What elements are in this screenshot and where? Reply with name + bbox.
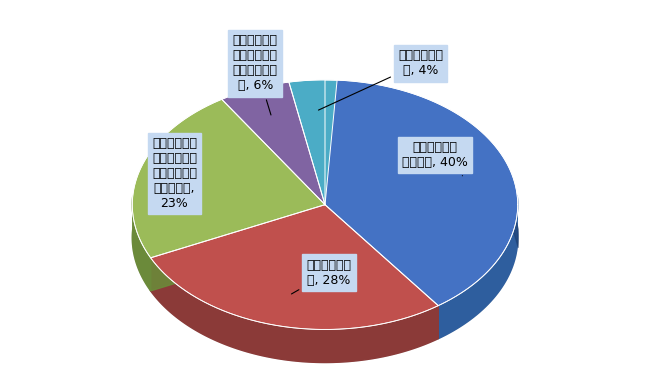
Polygon shape	[325, 80, 517, 306]
Polygon shape	[133, 113, 517, 362]
Polygon shape	[151, 204, 325, 291]
Text: 何もしなかっ
た, 4%: 何もしなかっ た, 4%	[318, 49, 443, 110]
Text: こちらに非が
ないことを認
めてもらおう
と説明した,
23%: こちらに非が ないことを認 めてもらおう と説明した, 23%	[152, 137, 197, 210]
Polygon shape	[325, 204, 438, 339]
Polygon shape	[151, 204, 438, 330]
Text: ひたすら謝罪
を行った, 40%: ひたすら謝罪 を行った, 40%	[402, 141, 468, 176]
Text: 悪質なクレー
マーであると
思い、無視し
た, 6%: 悪質なクレー マーであると 思い、無視し た, 6%	[233, 34, 278, 115]
Polygon shape	[133, 99, 325, 258]
Text: 上司に相談し
た, 28%: 上司に相談し た, 28%	[291, 258, 351, 294]
Polygon shape	[325, 204, 438, 339]
Polygon shape	[222, 82, 325, 204]
Polygon shape	[151, 204, 325, 291]
Polygon shape	[151, 258, 438, 362]
Polygon shape	[133, 196, 151, 291]
Polygon shape	[289, 80, 337, 204]
Polygon shape	[438, 196, 517, 339]
